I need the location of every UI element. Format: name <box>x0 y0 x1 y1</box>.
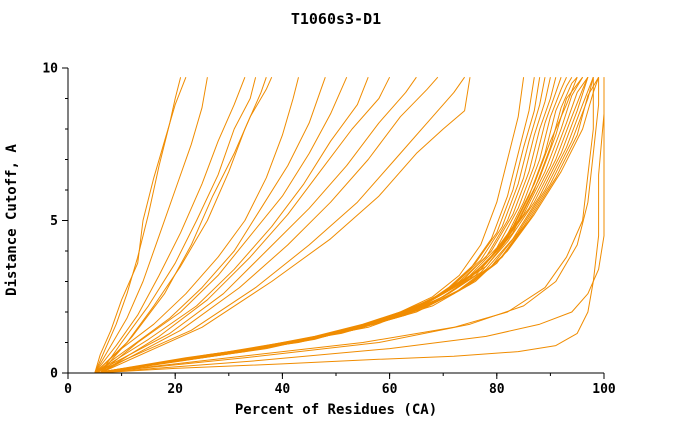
model-curve <box>94 77 208 374</box>
model-curve <box>94 77 535 374</box>
model-curve <box>94 77 605 374</box>
model-curve <box>100 76 584 374</box>
tick-label: 10 <box>42 62 58 77</box>
tick-label: 5 <box>50 214 58 229</box>
model-curve <box>94 77 546 374</box>
model-curve <box>100 76 600 374</box>
model-curve <box>94 77 182 374</box>
tick-label: 100 <box>592 382 616 397</box>
model-curve <box>94 77 187 374</box>
model-curve <box>99 77 471 374</box>
model-curve <box>99 76 439 374</box>
x-axis-label: Percent of Residues (CA) <box>235 402 437 418</box>
tick-label: 0 <box>64 382 72 397</box>
model-curve <box>99 76 348 374</box>
model-curve <box>94 77 299 374</box>
model-curve <box>94 77 541 374</box>
tick-label: 20 <box>167 382 183 397</box>
model-curve <box>94 76 417 374</box>
y-axis-label: Distance Cutoff, A <box>4 144 20 296</box>
model-curve <box>94 77 246 374</box>
model-curve <box>100 76 578 374</box>
tick-label: 0 <box>50 367 58 382</box>
model-curve <box>94 76 567 374</box>
model-curve <box>94 77 267 374</box>
model-curve <box>94 77 605 374</box>
model-curve <box>94 76 466 374</box>
model-curve <box>99 76 273 374</box>
model-curve <box>94 77 594 374</box>
model-curve <box>94 76 573 374</box>
chart-title: T1060s3-D1 <box>291 10 381 28</box>
tick-label: 60 <box>382 382 398 397</box>
tick-label: 40 <box>275 382 291 397</box>
model-curve <box>99 77 257 374</box>
tick-label: 80 <box>489 382 505 397</box>
model-curve <box>99 76 391 374</box>
model-curve <box>94 77 600 374</box>
model-curve <box>94 77 369 374</box>
model-curve <box>94 77 326 374</box>
model-curves <box>94 76 605 374</box>
model-curve <box>94 77 600 374</box>
